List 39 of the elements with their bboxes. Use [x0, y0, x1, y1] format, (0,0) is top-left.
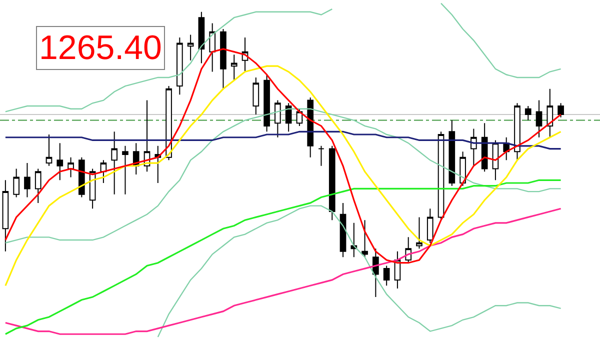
- candlestick: [166, 86, 172, 161]
- annotation: 1265.40: [39, 29, 162, 67]
- candlestick: [111, 131, 118, 195]
- candlestick: [350, 222, 358, 258]
- candlestick: [198, 11, 205, 64]
- candlestick: [285, 102, 292, 132]
- candlestick: [470, 128, 477, 166]
- candlestick: [372, 248, 379, 298]
- candlestick: [122, 145, 128, 195]
- candlestick: [56, 142, 64, 181]
- candlestick: [68, 156, 74, 178]
- candlestick: [264, 74, 270, 132]
- candlestick: [558, 102, 564, 118]
- candlestick: [460, 151, 466, 186]
- candlestick: [34, 168, 42, 204]
- candlestick: [220, 28, 226, 90]
- candlestick: [546, 88, 554, 138]
- candlestick: [448, 120, 456, 186]
- candlestick: [78, 156, 85, 198]
- candlestick: [187, 34, 194, 61]
- candlestick: [252, 76, 260, 116]
- candlestick: [340, 202, 346, 258]
- candlestick: [416, 216, 422, 250]
- candlestick: [536, 100, 542, 138]
- candlestick: [328, 145, 336, 221]
- candlestick: [46, 134, 52, 166]
- candlestick: [524, 106, 532, 121]
- candlestick: [274, 100, 281, 138]
- candlestick: [176, 37, 183, 96]
- candlestick: [514, 102, 520, 161]
- candlestick: [383, 265, 390, 286]
- candlestick: [426, 208, 434, 244]
- candlestick: [230, 54, 238, 81]
- candlestick: [24, 162, 30, 198]
- candlestick: [307, 96, 314, 158]
- candlestick: [318, 145, 324, 166]
- candlestick: [209, 22, 216, 72]
- candlestick: [362, 220, 368, 258]
- candlestick: [13, 168, 20, 198]
